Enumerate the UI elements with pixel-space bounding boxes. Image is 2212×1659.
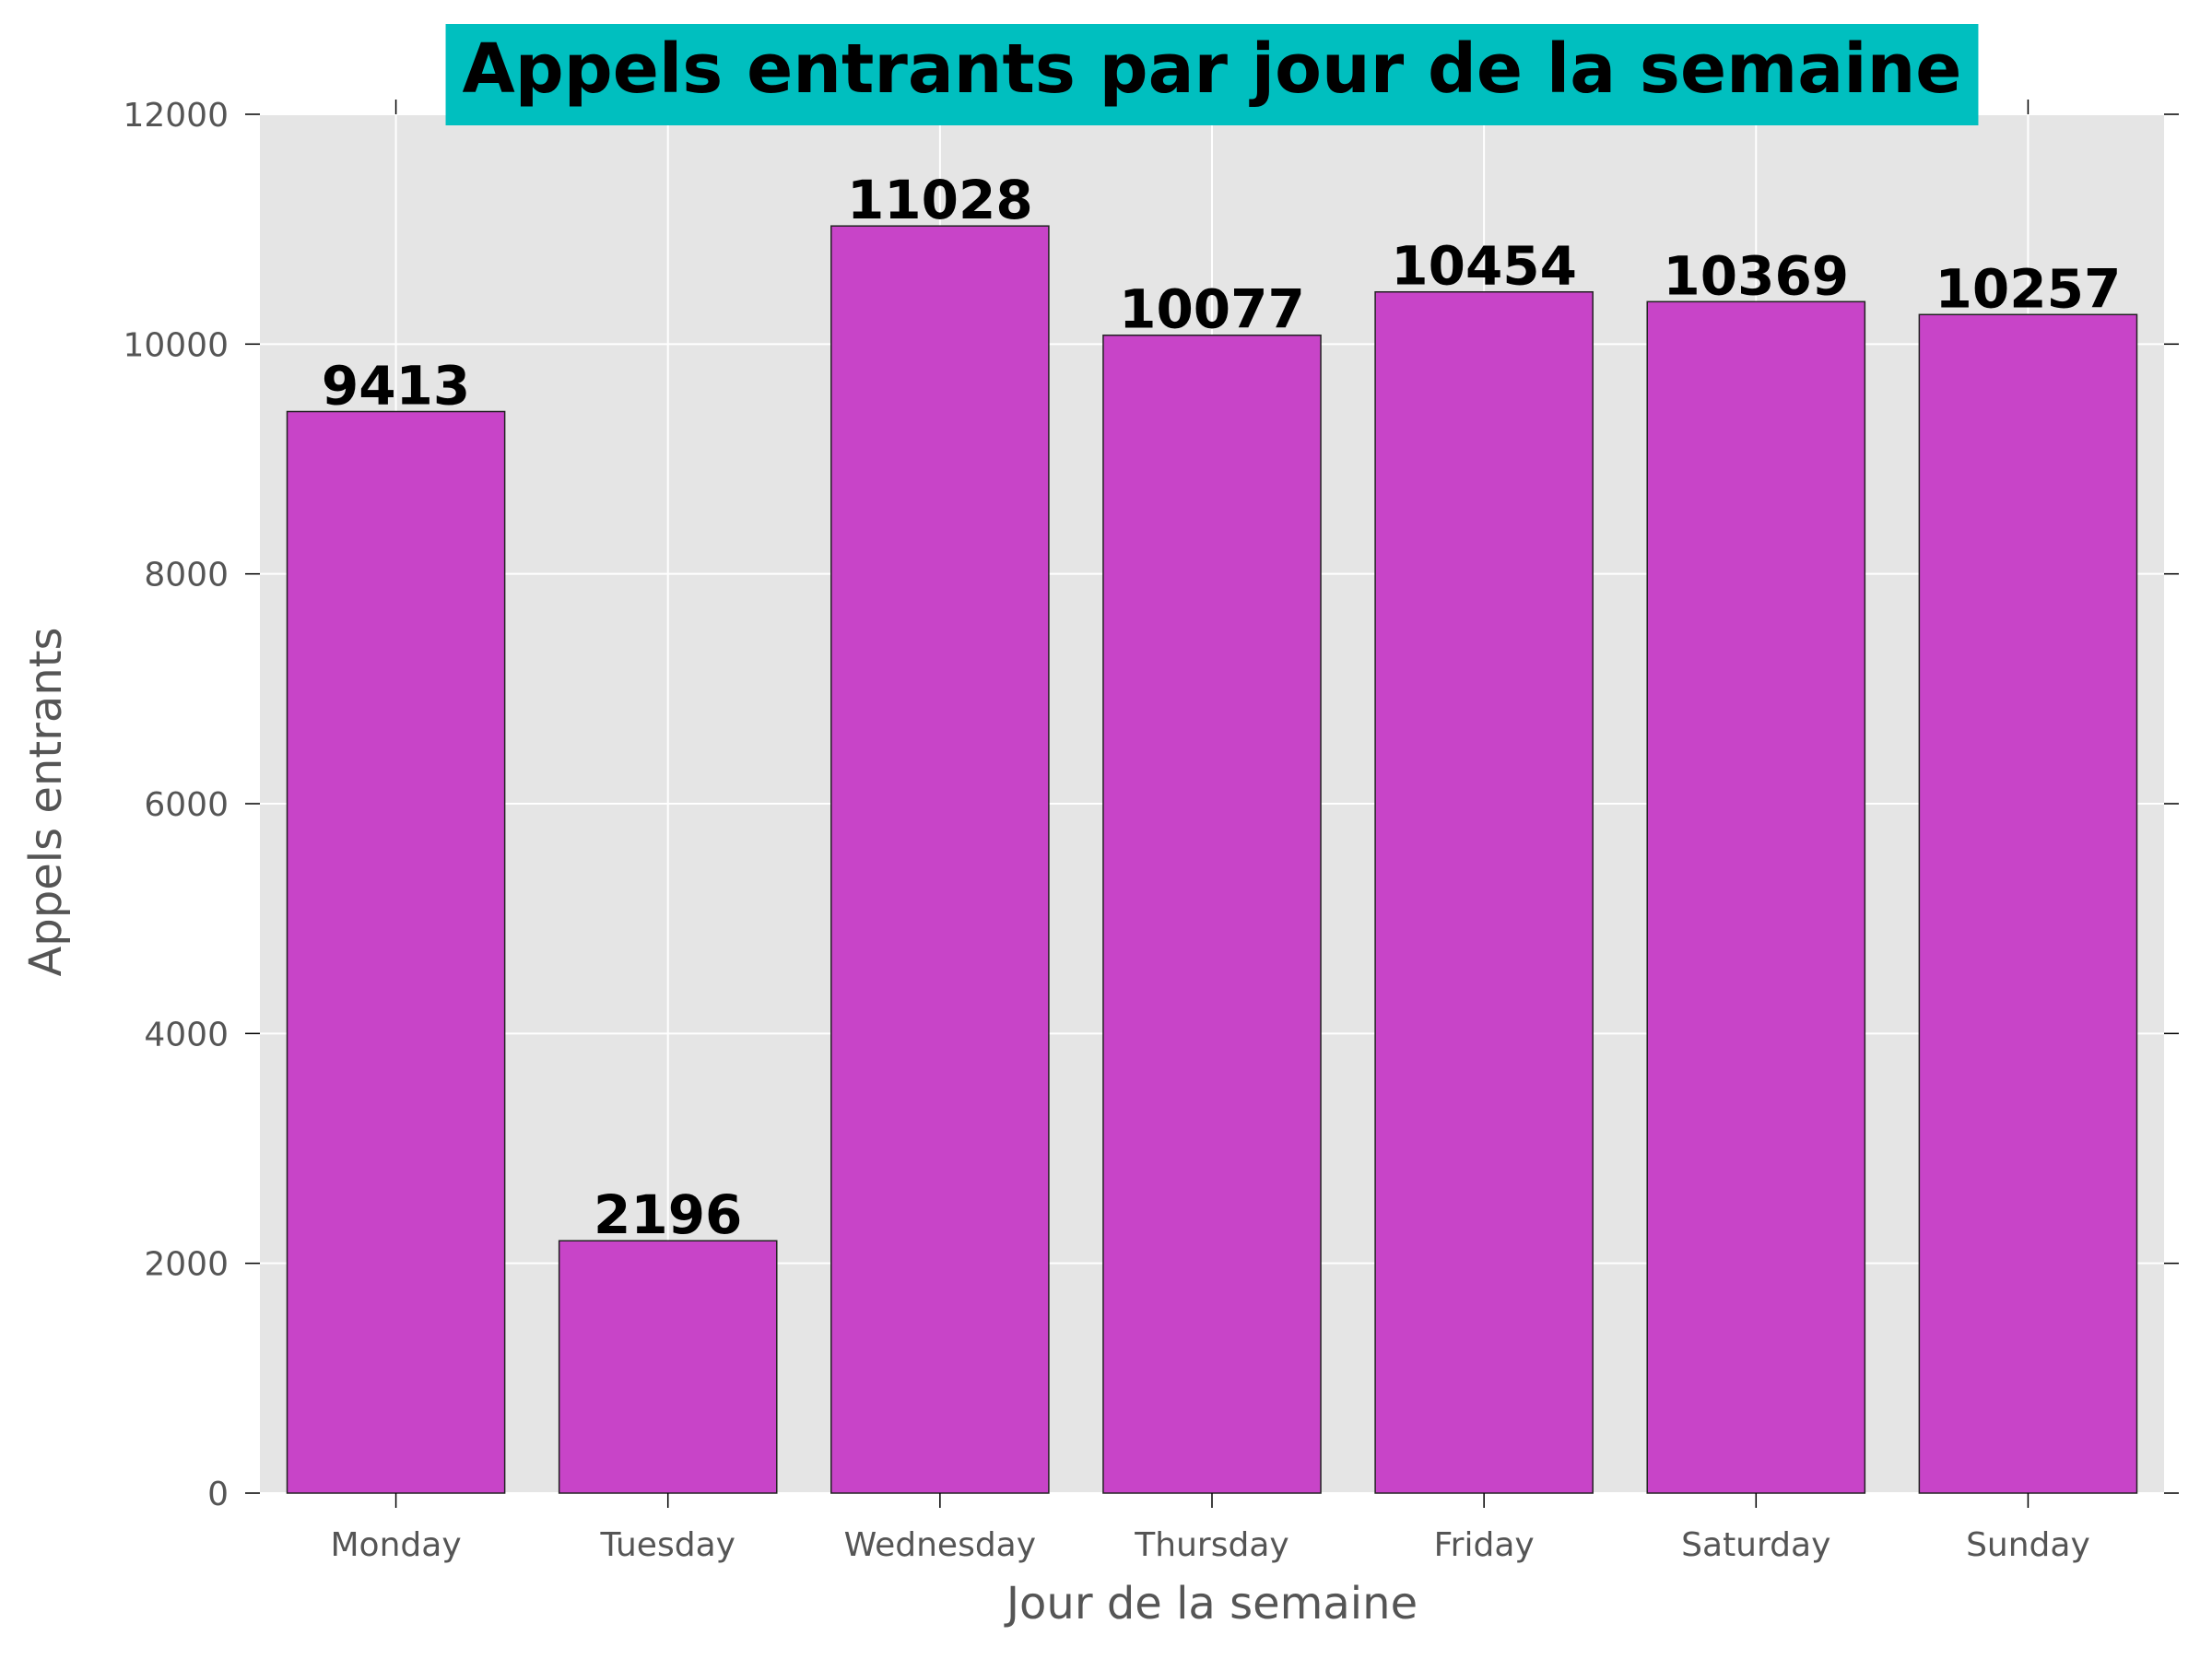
x-tick-label-sunday: Sunday — [1966, 1526, 2090, 1564]
value-label-monday: 9413 — [322, 355, 470, 418]
x-tick-label-wednesday: Wednesday — [844, 1526, 1036, 1564]
y-tick-label: 8000 — [144, 557, 229, 594]
bar-monday — [286, 410, 506, 1494]
y-tick-label: 2000 — [144, 1246, 229, 1284]
bar-thursday — [1102, 334, 1322, 1494]
value-label-thursday: 10077 — [1119, 278, 1305, 341]
x-tick-label-thursday: Thursday — [1134, 1526, 1288, 1564]
bar-saturday — [1646, 300, 1866, 1494]
bar-wednesday — [830, 225, 1050, 1494]
value-label-sunday: 10257 — [1936, 257, 2122, 320]
x-tick-label-friday: Friday — [1434, 1526, 1535, 1564]
x-tick-label-tuesday: Tuesday — [599, 1526, 735, 1564]
bar-sunday — [1918, 313, 2138, 1494]
y-tick-label: 4000 — [144, 1016, 229, 1053]
chart-title: Appels entrants par jour de la semaine — [463, 29, 1962, 109]
y-tick-label: 10000 — [123, 326, 229, 364]
y-tick-labels: 0 2000 4000 6000 8000 10000 12000 — [123, 97, 229, 1513]
value-label-tuesday: 2196 — [594, 1183, 742, 1246]
value-label-wednesday: 11028 — [847, 169, 1033, 231]
bar-friday — [1374, 290, 1594, 1494]
value-label-friday: 10454 — [1391, 235, 1577, 298]
x-tick-labels: Monday Tuesday Wednesday Thursday Friday Satu… — [331, 1526, 2090, 1564]
bars — [286, 225, 2138, 1494]
x-tick-label-monday: Monday — [331, 1526, 462, 1564]
data-labels: 9413 2196 11028 10077 10454 10369 10257 — [322, 169, 2121, 1246]
y-axis-label: Appels entrants — [20, 627, 72, 976]
chart-title-box — [445, 24, 1979, 125]
bar-tuesday — [558, 1240, 778, 1494]
x-axis-label: Jour de la semaine — [1004, 1578, 1418, 1630]
y-tick-label: 6000 — [144, 786, 229, 824]
value-label-saturday: 10369 — [1663, 244, 1849, 307]
y-tick-label: 0 — [207, 1476, 229, 1513]
y-tick-label: 12000 — [123, 97, 229, 135]
x-tick-label-saturday: Saturday — [1681, 1526, 1830, 1564]
